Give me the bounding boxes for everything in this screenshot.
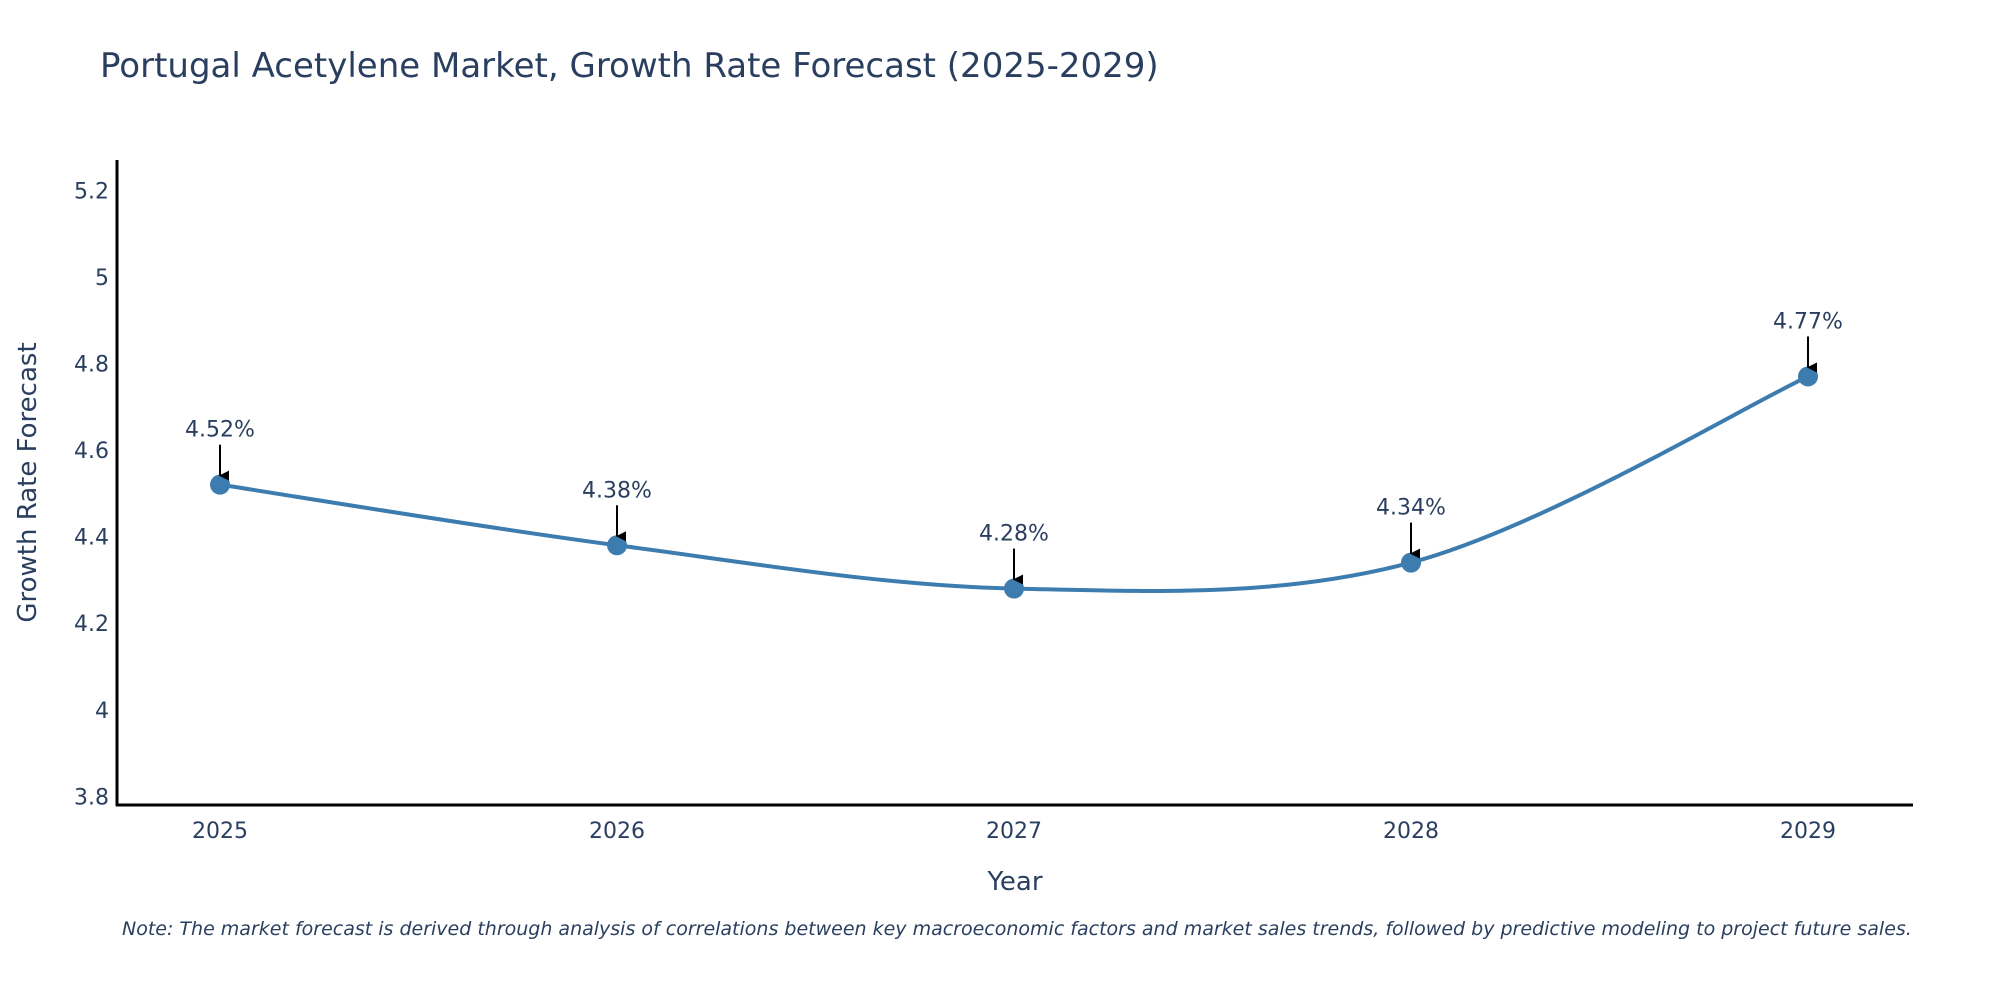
data-point <box>210 474 230 495</box>
x-tick-label: 2028 <box>1383 819 1439 844</box>
data-label: 4.77% <box>1773 309 1843 334</box>
x-tick-label: 2029 <box>1780 819 1836 844</box>
x-axis-title: Year <box>986 867 1042 897</box>
chart-note: Note: The market forecast is derived thr… <box>122 918 1912 940</box>
y-tick-label: 4.4 <box>74 526 109 551</box>
y-tick-label: 3.8 <box>74 785 109 810</box>
y-tick-label: 4.2 <box>74 612 109 637</box>
data-annotations: 4.52% 4.38% 4.28% 4.34% 4.77% <box>185 309 1843 585</box>
x-tick-label: 2027 <box>986 819 1042 844</box>
data-point <box>1004 578 1024 599</box>
y-axis-title: Growth Rate Forecast <box>13 342 43 622</box>
y-axis-ticks: 3.8 4 4.2 4.4 4.6 4.8 5 5.2 <box>74 179 109 810</box>
data-point <box>607 535 627 556</box>
data-label: 4.38% <box>582 478 652 503</box>
y-tick-label: 5.2 <box>74 179 109 204</box>
data-point <box>1798 366 1818 387</box>
data-point <box>1401 552 1421 573</box>
y-tick-label: 4.6 <box>74 439 109 464</box>
x-tick-label: 2026 <box>589 819 645 844</box>
data-label: 4.52% <box>185 418 255 443</box>
y-tick-label: 4 <box>95 699 109 724</box>
y-tick-label: 5 <box>95 266 109 291</box>
x-axis-ticks: 2025 2026 2027 2028 2029 <box>192 819 1836 844</box>
data-label: 4.28% <box>979 522 1049 547</box>
chart-title: Portugal Acetylene Market, Growth Rate F… <box>100 46 1159 86</box>
x-tick-label: 2025 <box>192 819 248 844</box>
y-tick-label: 4.8 <box>74 352 109 377</box>
data-label: 4.34% <box>1376 496 1446 521</box>
